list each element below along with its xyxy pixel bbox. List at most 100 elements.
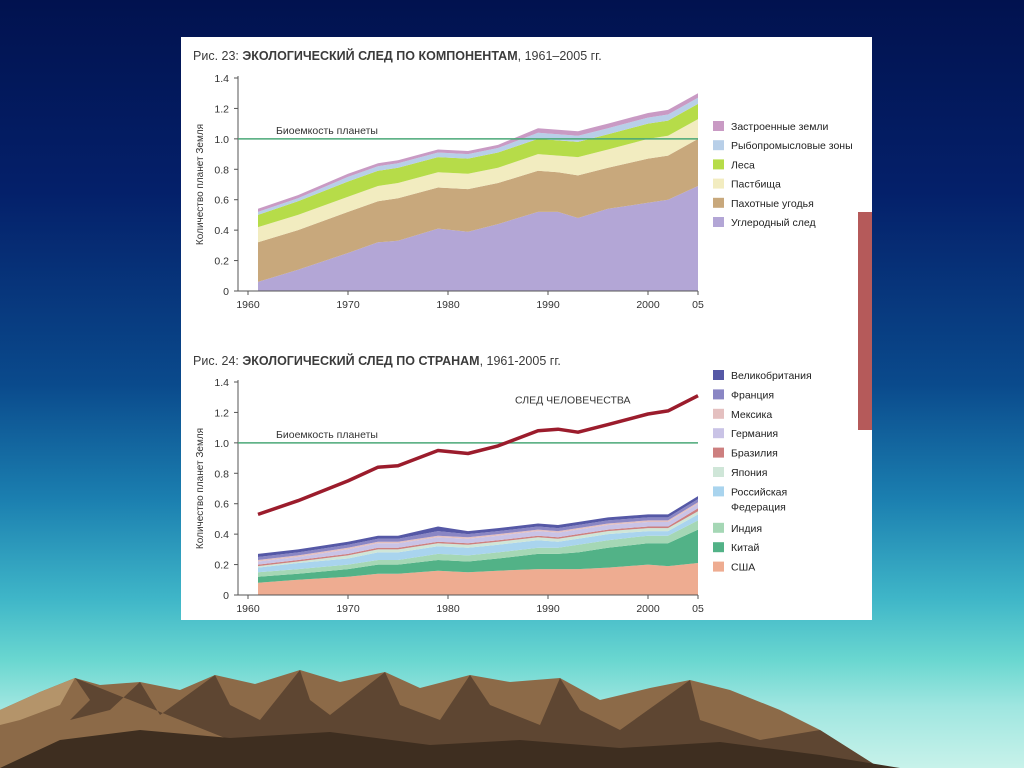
figure-24: Рис. 24: ЭКОЛОГИЧЕСКИЙ СЛЕД ПО СТРАНАМ, … (193, 353, 812, 615)
y-tick-label: 0.8 (214, 468, 229, 480)
mountain-highlight (0, 678, 75, 725)
x-tick-label: 1970 (336, 603, 360, 615)
legend-label: Бразилия (731, 448, 778, 460)
area-0-0 (258, 186, 698, 291)
legend-swatch (713, 159, 724, 170)
figure-23-title-main: ЭКОЛОГИЧЕСКИЙ СЛЕД ПО КОМПОНЕНТАМ (242, 48, 517, 63)
legend-label: Пастбища (731, 179, 781, 191)
y-tick-label: 0.6 (214, 499, 229, 511)
figures-canvas: Рис. 23: ЭКОЛОГИЧЕСКИЙ СЛЕД ПО КОМПОНЕНТ… (193, 48, 853, 615)
x-tick-label: 2000 (636, 603, 660, 615)
legend-label: Великобритания (731, 370, 812, 382)
legend-label: Китай (731, 542, 760, 554)
legend-swatch (713, 561, 724, 572)
area-1-0 (258, 563, 698, 595)
legend-swatch (713, 428, 724, 439)
area-1-2 (258, 520, 698, 577)
figure-24-plot: 0 0.2 0.4 0.6 0.8 1.0 1.2 1.4 1960 1970 1980 1990 20… (195, 377, 704, 615)
foreground-ridge (0, 730, 900, 768)
legend-label: Углеродный след (731, 217, 816, 229)
legend-label: Леса (731, 159, 755, 171)
area-0-2 (258, 119, 698, 243)
legend-label: Рыбопромысловые зоны (731, 140, 853, 152)
area-0-4 (258, 97, 698, 215)
legend-label: США (731, 562, 755, 574)
legend-swatch (713, 197, 724, 208)
figure-23-plot: 0 0.2 0.4 0.6 0.8 1.0 1.2 1.4 1960 1970 1980 1990 20… (195, 73, 704, 311)
y-tick-label: 0.4 (214, 529, 229, 541)
figure-23-years: , 1961–2005 гг. (518, 49, 602, 63)
y-tick-label: 0.2 (214, 560, 229, 572)
legend-label: Российская (731, 486, 787, 498)
figure-panel: Рис. 23: ЭКОЛОГИЧЕСКИЙ СЛЕД ПО КОМПОНЕНТ… (181, 37, 872, 620)
humanity-footprint-label: СЛЕД ЧЕЛОВЕЧЕСТВА (515, 394, 631, 406)
y-tick-label: 0.2 (214, 256, 229, 268)
accent-bar (858, 212, 872, 430)
y-tick-label: 1.0 (214, 438, 229, 450)
y-tick-label: 0.4 (214, 225, 229, 237)
figure-24-number: Рис. 24: (193, 354, 242, 368)
figure-23: Рис. 23: ЭКОЛОГИЧЕСКИЙ СЛЕД ПО КОМПОНЕНТ… (193, 48, 853, 311)
y-tick-label: 0.8 (214, 164, 229, 176)
figure-24-years: , 1961-2005 гг. (480, 354, 561, 368)
y-tick-label: 1.4 (214, 73, 229, 85)
x-tick-label: 1990 (536, 603, 560, 615)
y-tick-label: 1.2 (214, 103, 229, 115)
legend-swatch (713, 486, 724, 497)
x-tick-label: 1960 (236, 299, 260, 311)
legend-swatch (713, 178, 724, 189)
y-tick-label: 1.0 (214, 134, 229, 146)
y-tick-label: 0 (223, 286, 229, 298)
legend-swatch (713, 408, 724, 419)
y-tick-label: 1.4 (214, 377, 229, 389)
y-axis-label: Количество планет Земля (195, 124, 206, 245)
area-1-4 (258, 511, 698, 568)
x-tick-label: 05 (692, 299, 704, 311)
legend-swatch (713, 522, 724, 533)
biocapacity-label: Биоемкость планеты (276, 429, 378, 441)
legend-swatch (713, 447, 724, 458)
biocapacity-label: Биоемкость планеты (276, 125, 378, 137)
area-1-1 (258, 529, 698, 583)
area-1-6 (258, 503, 698, 565)
legend-swatch (713, 217, 724, 227)
x-tick-label: 05 (692, 603, 704, 615)
x-tick-label: 1970 (336, 299, 360, 311)
figure-24-title-main: ЭКОЛОГИЧЕСКИЙ СЛЕД ПО СТРАНАМ (242, 353, 479, 368)
area-0-1 (258, 138, 698, 282)
figure-24-title: Рис. 24: ЭКОЛОГИЧЕСКИЙ СЛЕД ПО СТРАНАМ, … (193, 353, 561, 368)
area-1-3 (258, 514, 698, 573)
legend-swatch (713, 370, 724, 380)
figure-24-legend: Великобритания Франция Мексика Германия Браз… (713, 370, 812, 574)
x-tick-label: 1980 (436, 299, 460, 311)
legend-label: Германия (731, 428, 778, 440)
area-1-9 (258, 496, 698, 557)
legend-swatch (713, 467, 724, 477)
figure-23-number: Рис. 23: (193, 49, 242, 63)
legend-swatch (713, 542, 724, 553)
legend-swatch (713, 121, 724, 131)
figure-23-title: Рис. 23: ЭКОЛОГИЧЕСКИЙ СЛЕД ПО КОМПОНЕНТ… (193, 48, 602, 63)
mountain-landscape (0, 670, 900, 768)
area-1-7 (258, 502, 698, 562)
x-tick-label: 1990 (536, 299, 560, 311)
area-0-3 (258, 103, 698, 228)
legend-label: Индия (731, 523, 762, 535)
y-tick-label: 0 (223, 590, 229, 602)
legend-swatch (713, 140, 724, 151)
legend-label: Застроенные земли (731, 121, 829, 133)
x-tick-label: 1960 (236, 603, 260, 615)
legend-swatch (713, 389, 724, 400)
legend-label: Франция (731, 389, 774, 401)
legend-label: Япония (731, 467, 767, 479)
figure-23-legend: Застроенные земли Рыбопромысловые зоны Лес… (713, 121, 853, 229)
area-1-5 (258, 508, 698, 567)
legend-label-line2: Федерация (731, 501, 786, 513)
legend-label: Пахотные угодья (731, 198, 814, 210)
y-tick-label: 1.2 (214, 407, 229, 419)
humanity-footprint-line (257, 394, 699, 517)
area-1-8 (258, 499, 698, 560)
y-axis-label: Количество планет Земля (195, 428, 206, 549)
legend-label: Мексика (731, 409, 772, 421)
y-tick-label: 0.6 (214, 195, 229, 207)
